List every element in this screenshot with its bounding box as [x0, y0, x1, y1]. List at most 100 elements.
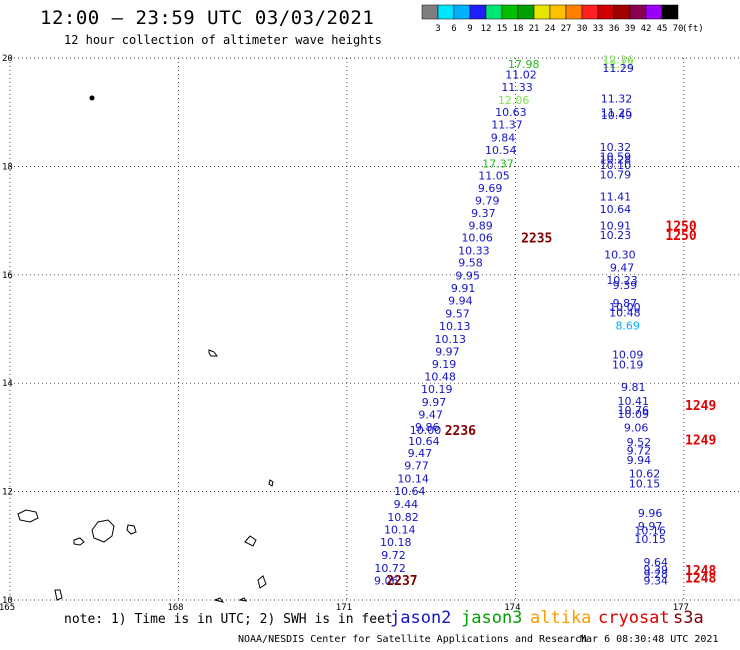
wave-height-label: 9.97 — [435, 346, 460, 359]
wave-height-label: 10.79 — [600, 168, 632, 181]
colorbar-tick-label: 30 — [577, 24, 588, 34]
wave-height-label: 10.76 — [618, 404, 650, 417]
x-tick-label: 171 — [336, 603, 352, 613]
wave-height-label: 12.12 — [602, 58, 634, 71]
pass-time-label: 1250 — [665, 229, 696, 244]
wave-height-label: 10.14 — [397, 472, 429, 485]
colorbar-unit: (ft) — [682, 24, 704, 34]
wave-height-label: 11.29 — [602, 62, 634, 75]
wave-height-label: 9.39 — [644, 563, 669, 576]
colorbar-tick-label: 18 — [513, 24, 524, 34]
pass-time-label: 1248 — [685, 572, 716, 587]
pass-time-label: 2235 — [521, 231, 552, 246]
wave-height-label: 9.47 — [418, 408, 443, 421]
wave-height-label: 9.87 — [613, 297, 638, 310]
pass-time-label: 1250 — [665, 219, 696, 234]
colorbar-tick-label: 27 — [561, 24, 572, 34]
colorbar-swatch — [661, 4, 679, 20]
footer-note: note: 1) Time is in UTC; 2) SWH is in fe… — [64, 612, 393, 627]
colorbar-tick-label: 45 — [657, 24, 668, 34]
pass-time-label: 1249 — [685, 399, 716, 414]
wave-height-label: 9.06 — [374, 574, 399, 587]
credit-text: NOAA/NESDIS Center for Satellite Applica… — [238, 634, 588, 645]
wave-height-label: 9.44 — [394, 498, 419, 511]
wave-height-label: 10.06 — [461, 232, 493, 245]
wave-height-label: 11.32 — [601, 92, 633, 105]
wave-height-label: 10.48 — [424, 370, 456, 383]
wave-height-label: 10.59 — [600, 150, 632, 163]
legend-s3a: s3a — [673, 608, 704, 628]
island-shape — [17, 509, 39, 523]
island-shape — [126, 524, 137, 535]
wave-height-label: 9.97 — [422, 396, 447, 409]
wave-height-label: 9.94 — [448, 295, 473, 308]
y-tick-label: 18 — [2, 162, 13, 172]
wave-height-label: 10.49 — [601, 109, 633, 122]
wave-height-label: 9.19 — [432, 358, 457, 371]
colorbar-tick-label: 6 — [451, 24, 456, 34]
colorbar-tick-label: 21 — [529, 24, 540, 34]
wave-height-label: 10.82 — [387, 511, 419, 524]
wave-height-label: 9.84 — [491, 131, 516, 144]
page-title: 12:00 – 23:59 UTC 03/03/2021 — [40, 7, 375, 29]
y-tick-label: 20 — [2, 54, 13, 64]
wave-height-label: 9.06 — [624, 421, 649, 434]
wave-height-label: 9.37 — [471, 207, 496, 220]
wave-height-label: 9.34 — [644, 574, 669, 587]
wave-height-label: 10.18 — [380, 536, 412, 549]
wave-height-label: 10.23 — [606, 274, 638, 287]
colorbar-legend: 3 6 9 12 15 18 21 24 27 30 33 36 39 42 45 70(ft) — [421, 4, 704, 34]
wave-height-label: 9.94 — [627, 454, 652, 467]
island-shape — [208, 349, 218, 357]
wave-height-label: 17.98 — [508, 58, 540, 71]
wave-height-label: 11.33 — [501, 81, 533, 94]
wave-height-label: 9.79 — [475, 194, 500, 207]
wave-height-label: 9.86 — [415, 421, 440, 434]
wave-height-label: 11.02 — [505, 69, 537, 82]
island-shape — [89, 95, 95, 101]
x-tick-label: 177 — [673, 603, 689, 613]
wave-height-label: 10.00 — [410, 424, 442, 437]
colorbar-tick-label: 70 — [673, 24, 684, 34]
wave-height-label: 10.15 — [629, 477, 661, 490]
wave-height-label: 12.06 — [498, 94, 530, 107]
wave-height-label: 10.62 — [629, 468, 661, 481]
island-shape — [257, 575, 267, 589]
wave-height-label: 10.13 — [434, 333, 466, 346]
wave-height-label: 10.64 — [600, 203, 632, 216]
timestamp-text: Mar 6 08:30:48 UTC 2021 — [580, 634, 719, 645]
grid-lines — [9, 57, 740, 601]
wave-height-label: 9.72 — [381, 549, 406, 562]
y-tick-label: 16 — [2, 271, 13, 281]
legend-altika: altika — [530, 608, 592, 628]
island-shape — [238, 597, 248, 602]
wave-height-label: 9.64 — [644, 556, 669, 569]
wave-height-label: 9.47 — [408, 447, 433, 460]
wave-height-label: 9.57 — [445, 308, 470, 321]
colorbar-tick-label: 3 — [435, 24, 440, 34]
wave-height-label: 9.89 — [468, 219, 493, 232]
y-tick-label: 14 — [2, 379, 13, 389]
wave-height-label: 10.64 — [394, 485, 426, 498]
wave-height-label: 9.97 — [638, 520, 663, 533]
wave-height-label: 9.81 — [621, 381, 646, 394]
wave-height-label: 10.32 — [600, 141, 632, 154]
wave-height-label: 10.30 — [604, 249, 636, 262]
wave-height-label: 9.95 — [455, 270, 480, 283]
wave-height-label: 10.15 — [634, 533, 666, 546]
wave-height-label: 10.16 — [634, 524, 666, 537]
wave-height-label: 10.09 — [612, 348, 644, 361]
wave-height-label: 8.69 — [615, 320, 640, 333]
data-points: 17.9811.0211.3312.0610.6311.379.8410.541… — [374, 53, 717, 588]
wave-height-label: 10.23 — [600, 229, 632, 242]
wave-height-label: 9.96 — [638, 507, 663, 520]
wave-height-label: 10.13 — [439, 320, 471, 333]
wave-height-label: 10.64 — [408, 435, 440, 448]
colorbar-tick-label: 24 — [545, 24, 556, 34]
legend-cryosat: cryosat — [598, 608, 670, 628]
wave-height-label: 9.77 — [404, 459, 429, 472]
wave-height-label: 10.19 — [421, 383, 453, 396]
wave-height-label: 10.19 — [612, 359, 644, 372]
wave-height-label: 10.10 — [600, 159, 632, 172]
colorbar-tick-label: 42 — [641, 24, 652, 34]
